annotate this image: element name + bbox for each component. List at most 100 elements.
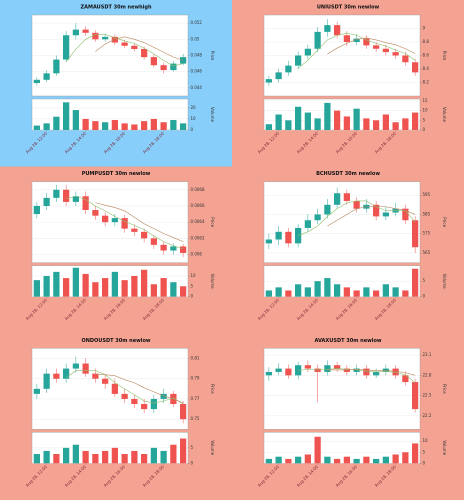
candle-body xyxy=(412,220,419,248)
volume-bar xyxy=(82,450,89,464)
volume-bar xyxy=(412,268,419,297)
candle-body xyxy=(131,45,138,50)
candle-body xyxy=(373,45,380,49)
candle-body xyxy=(33,79,40,84)
y-tick-label: 0.79 xyxy=(191,376,200,381)
volume-bar xyxy=(180,286,187,297)
volume-bar xyxy=(150,447,157,464)
volume-bar xyxy=(150,284,157,297)
candle-body xyxy=(295,55,302,66)
volume-bar xyxy=(412,443,419,464)
volume-bar xyxy=(111,447,118,464)
volume-tick-label: 10 xyxy=(191,273,197,278)
candle-body xyxy=(102,36,109,40)
candle-body xyxy=(412,382,419,410)
candle-body xyxy=(160,244,167,251)
candle-body xyxy=(72,363,79,369)
volume-bar xyxy=(170,120,177,130)
volume-bar xyxy=(373,290,380,297)
moving-average xyxy=(298,368,416,383)
volume-bar xyxy=(382,114,389,130)
moving-average xyxy=(65,34,184,67)
candle-body xyxy=(82,29,89,33)
candle-body xyxy=(275,231,282,240)
volume-bar xyxy=(131,124,138,130)
volume-bar xyxy=(72,110,79,130)
volume-bar xyxy=(43,276,50,297)
candle-body xyxy=(343,35,350,42)
y-tick-label: 23.1 xyxy=(423,352,432,357)
volume-bar xyxy=(180,123,187,130)
y-tick-label: 8.8 xyxy=(423,39,430,44)
volume-bar xyxy=(392,122,399,130)
candle-body xyxy=(53,59,60,74)
volume-tick-label: 5 xyxy=(423,449,426,454)
volume-bar xyxy=(353,108,360,130)
candle-body xyxy=(265,79,272,83)
volume-bar xyxy=(295,456,302,464)
candle-body xyxy=(265,371,272,376)
candle-body xyxy=(92,210,99,216)
volume-bar xyxy=(92,454,99,464)
candle-body xyxy=(402,55,409,63)
volume-bar xyxy=(102,122,109,130)
candle-body xyxy=(402,208,409,221)
volume-tick-label: 5 xyxy=(191,445,194,450)
candle-body xyxy=(160,65,167,71)
candle-body xyxy=(363,38,370,46)
volume-bar xyxy=(285,290,292,297)
candle-body xyxy=(111,383,118,394)
chart-title: ONDOUSDT 30m newlow xyxy=(81,338,150,344)
moving-average xyxy=(297,32,416,69)
candle-body xyxy=(343,368,350,372)
volume-bar xyxy=(304,287,311,297)
price-panel xyxy=(263,348,421,430)
y-tick-label: 8.6 xyxy=(423,53,430,58)
volume-bar xyxy=(180,438,187,464)
y-tick-label: 22.8 xyxy=(423,372,432,377)
volume-axis-label: Volume xyxy=(442,440,447,455)
volume-bar xyxy=(131,276,138,297)
volume-bar xyxy=(275,114,282,130)
y-tick-label: 22.2 xyxy=(423,413,432,418)
chart-title: BCHUSDT 30m newlow xyxy=(316,171,380,177)
volume-bar xyxy=(324,456,331,464)
y-axis-label: Price xyxy=(210,384,215,394)
candle-body xyxy=(82,363,89,374)
candle-body xyxy=(265,239,272,244)
volume-tick-label: 10 xyxy=(423,438,429,443)
volume-bar xyxy=(82,273,89,297)
candle-body xyxy=(53,373,60,379)
volume-bar xyxy=(72,267,79,297)
candle-body xyxy=(353,38,360,42)
moving-average xyxy=(95,202,184,242)
volume-bar xyxy=(43,450,50,464)
y-tick-label: 0.044 xyxy=(191,85,203,90)
y-tick-label: 0.0062 xyxy=(191,235,205,240)
y-tick-label: 0.0064 xyxy=(191,219,205,224)
candle-body xyxy=(63,368,70,379)
volume-bar xyxy=(33,454,40,464)
candle-body xyxy=(43,373,50,389)
y-tick-label: 0.046 xyxy=(191,69,203,74)
y-tick-label: 0.006 xyxy=(191,252,203,257)
candle-body xyxy=(285,65,292,73)
y-tick-label: 0.052 xyxy=(191,20,203,25)
volume-axis-label: Volume xyxy=(210,440,215,455)
volume-bar xyxy=(402,118,409,130)
candle-body xyxy=(150,238,157,245)
volume-bar xyxy=(63,278,70,297)
chart-title: UNIUSDT 30m newlow xyxy=(317,5,380,11)
candle-body xyxy=(295,227,302,244)
volume-bar xyxy=(402,452,409,464)
volume-bar xyxy=(43,123,50,130)
y-tick-label: 0.77 xyxy=(191,396,200,401)
volume-tick-label: 0 xyxy=(191,127,194,132)
volume-tick-label: 0 xyxy=(423,127,426,132)
volume-bar xyxy=(412,112,419,130)
volume-bar xyxy=(141,121,148,130)
y-tick-label: 0.05 xyxy=(191,36,200,41)
volume-bar xyxy=(363,118,370,130)
volume-bar xyxy=(304,454,311,464)
